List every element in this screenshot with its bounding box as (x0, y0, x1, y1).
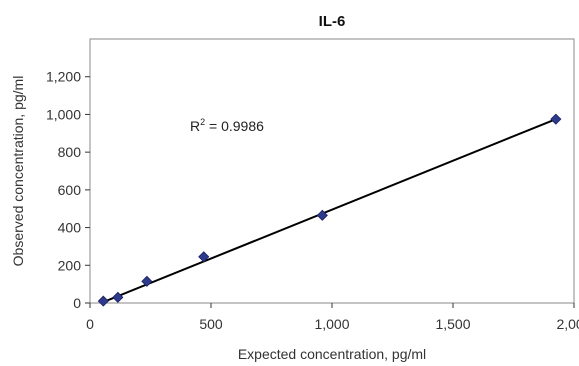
y-axis: 0 200 400 600 800 1,000 1,200 (46, 69, 90, 311)
x-axis-label: Expected concentration, pg/ml (238, 346, 426, 362)
data-point (112, 291, 124, 303)
data-point (198, 251, 210, 263)
r-squared-prefix: R (190, 118, 200, 134)
data-point (141, 275, 153, 287)
x-tick-label: 1,000 (314, 316, 349, 332)
data-point (97, 295, 109, 307)
x-tick-label: 2,000 (556, 316, 579, 332)
data-points-layer (97, 113, 562, 307)
r-squared-annotation: R2 = 0.9986 (190, 117, 264, 134)
x-tick-label: 0 (86, 316, 94, 332)
trendline (102, 118, 557, 303)
y-tick-label: 200 (58, 257, 82, 273)
data-point (316, 209, 328, 221)
y-tick-label: 1,200 (46, 69, 81, 85)
plot-area-frame (89, 38, 575, 304)
r-squared-superscript: 2 (200, 117, 205, 127)
chart-title: IL-6 (319, 13, 346, 30)
trendline-layer (102, 118, 557, 303)
y-axis-label: Observed concentration, pg/ml (10, 76, 26, 267)
r-squared-value: = 0.9986 (205, 118, 264, 134)
y-tick-label: 1,000 (46, 106, 81, 122)
y-tick-label: 400 (58, 220, 82, 236)
data-point (550, 113, 562, 125)
x-axis: 0 500 1,000 1,500 2,000 (86, 303, 579, 332)
y-tick-label: 800 (58, 144, 82, 160)
x-tick-label: 500 (199, 316, 223, 332)
x-tick-label: 1,500 (435, 316, 470, 332)
y-tick-label: 0 (73, 295, 81, 311)
y-tick-label: 600 (58, 182, 82, 198)
